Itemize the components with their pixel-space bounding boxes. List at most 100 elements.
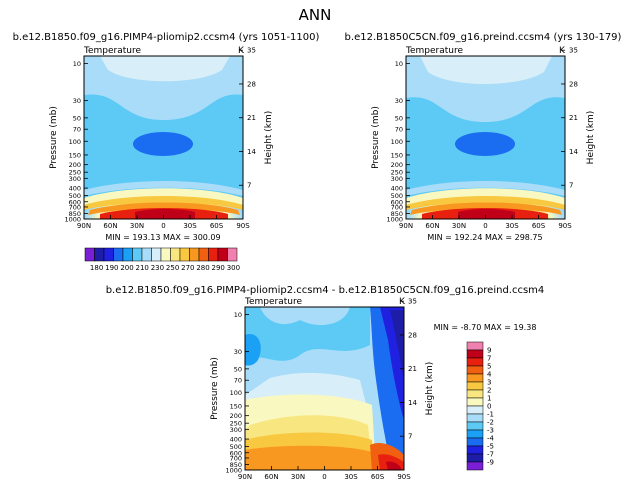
panel-2-y-tick-label: 70 — [395, 126, 403, 134]
page-title: ANN — [299, 6, 332, 24]
colorbar-diff-label: -7 — [487, 451, 494, 459]
colorbar-top-label: 230 — [151, 264, 164, 272]
colorbar-diff-label: -4 — [487, 435, 495, 443]
panel-2-y2-tick-label: 7 — [569, 182, 573, 190]
colorbar-top-label: 200 — [120, 264, 133, 272]
colorbar-top-swatch — [170, 247, 181, 262]
colorbar-top-swatch — [227, 247, 238, 262]
panel-2-y-tick-label: 850 — [391, 210, 403, 218]
colorbar-diff-swatch — [466, 373, 484, 383]
colorbar-top-swatch — [84, 247, 95, 262]
panel-3-y-tick-label: 500 — [230, 443, 242, 451]
panel-3-y-tick-label: 70 — [234, 377, 242, 385]
colorbar-diff-label: -2 — [487, 419, 494, 427]
panel-1-y-tick-label: 10 — [73, 60, 81, 68]
panel-2-variable: Temperature — [405, 46, 463, 56]
panel-2-y-tick-label: 500 — [391, 192, 403, 200]
colorbar-top-swatch — [179, 247, 190, 262]
colorbar-top-swatch — [151, 247, 162, 262]
colorbar-diff-label: 4 — [487, 371, 492, 379]
colorbar-diff-swatch — [466, 445, 484, 455]
colorbar-top-swatch — [160, 247, 171, 262]
colorbar-diff-label: 3 — [487, 379, 491, 387]
panel-3-y-tick-label: 400 — [230, 436, 242, 444]
panel-1-ylabel-right: Height (km) — [264, 111, 274, 165]
colorbar-diff-label: 2 — [487, 387, 491, 395]
panel-2-title: b.e12.B1850C5CN.f09_g16.preind.ccsm4 (yr… — [345, 32, 622, 43]
panel-2-x-tick-label: 30N — [452, 222, 466, 230]
panel-1-y2-tick-label: 21 — [247, 114, 256, 122]
panel-3-y-tick-label: 1000 — [225, 467, 242, 475]
panel-2-ylabel-right: Height (km) — [586, 111, 596, 165]
panel-2-ylabel: Pressure (mb) — [371, 106, 381, 169]
colorbar-diff-swatch — [466, 437, 484, 447]
panel-1-y-tick-label: 500 — [69, 192, 81, 200]
panel-2-x-tick-label: 90S — [558, 222, 572, 230]
colorbar-diff-label: 0 — [487, 403, 491, 411]
colorbar-top-swatch — [208, 247, 219, 262]
panel-3-units: K — [399, 297, 406, 307]
panel-2-y-tick-label: 50 — [395, 114, 403, 122]
panel-2-y-tick-label: 600 — [391, 198, 403, 206]
panel-2-x-tick-label: 30S — [505, 222, 519, 230]
panel-3-y-tick-label: 200 — [230, 412, 242, 420]
panel-1-y2-tick-label: 28 — [247, 80, 256, 88]
colorbar-diff-swatch — [466, 357, 484, 367]
panel-3-y-tick-label: 150 — [230, 402, 242, 410]
colorbar-top-label: 290 — [212, 264, 225, 272]
panel-2-y2-tick-label: 35 — [569, 47, 578, 55]
panel-2-y-tick-label: 200 — [391, 161, 403, 169]
panel-3-x-tick-label: 90S — [397, 473, 411, 481]
panel-3-ylabel-right: Height (km) — [425, 362, 435, 416]
panel-1-y-tick-label: 150 — [69, 151, 81, 159]
colorbar-diff-swatch — [466, 341, 484, 351]
panel-3-y-tick-label: 600 — [230, 449, 242, 457]
panel-1-y2-tick-label: 35 — [247, 47, 256, 55]
colorbar-diff-swatch — [466, 421, 484, 431]
panel-2-y2-tick-label: 28 — [569, 80, 578, 88]
panel-3-y-tick-label: 700 — [230, 454, 242, 462]
panel-2-y-tick-label: 30 — [395, 97, 403, 105]
panel-1-title: b.e12.B1850.f09_g16.PIMP4-pliomip2.ccsm4… — [13, 32, 320, 43]
panel-2-units: K — [559, 46, 566, 56]
panel-1-y-tick-label: 600 — [69, 198, 81, 206]
panel-1-x-tick-label: 60S — [210, 222, 224, 230]
panel-3-y-tick-label: 30 — [234, 348, 242, 356]
panel-2-y-tick-label: 400 — [391, 185, 403, 193]
panel-1-y2-tick-label: 7 — [247, 182, 251, 190]
colorbar-diff-swatch — [466, 365, 484, 375]
colorbar-top-swatch — [122, 247, 133, 262]
panel-2-y-tick-label: 100 — [391, 138, 403, 146]
panel-1-y-tick-label: 1000 — [64, 216, 81, 224]
panel-1-y2-tick-label: 14 — [247, 148, 256, 156]
colorbar-diff-label: -3 — [487, 427, 494, 435]
panel-3: b.e12.B1850.f09_g16.PIMP4-pliomip2.ccsm4… — [106, 285, 545, 481]
panel-1-y-tick-label: 30 — [73, 97, 81, 105]
colorbar-top-swatch — [113, 247, 124, 262]
colorbar-diff-swatch — [466, 389, 484, 399]
colorbar-diff-swatch — [466, 381, 484, 391]
colorbar-top-label: 270 — [181, 264, 194, 272]
panel-2-y2-tick-label: 14 — [569, 148, 578, 156]
colorbar-top-swatch — [94, 247, 105, 262]
panel-2: b.e12.B1850C5CN.f09_g16.preind.ccsm4 (yr… — [345, 32, 622, 242]
panel-3-y-tick-label: 850 — [230, 461, 242, 469]
panel-3-y-tick-label: 100 — [230, 389, 242, 397]
panel-3-x-tick-label: 30S — [344, 473, 358, 481]
panel-2-y-tick-label: 150 — [391, 151, 403, 159]
panel-1-y-tick-label: 100 — [69, 138, 81, 146]
panel-1-x-tick-label: 90S — [236, 222, 250, 230]
colorbar-diff-label: -1 — [487, 411, 494, 419]
panel-3-field — [245, 307, 404, 470]
panel-1-ylabel: Pressure (mb) — [49, 106, 59, 169]
colorbar-top-swatch — [103, 247, 114, 262]
panel-1-field — [84, 56, 243, 219]
colorbar-top-swatch — [132, 247, 143, 262]
panel-1-y-tick-label: 50 — [73, 114, 81, 122]
panel-1-x-tick-label: 30S — [183, 222, 197, 230]
colorbar-top-label: 190 — [105, 264, 118, 272]
colorbar-top-swatch — [141, 247, 152, 262]
panel-1-x-tick-label: 60N — [103, 222, 117, 230]
panel-2-x-tick-label: 60N — [425, 222, 439, 230]
